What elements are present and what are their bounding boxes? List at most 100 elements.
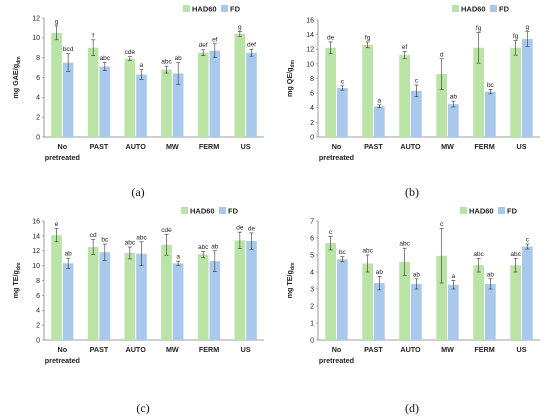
bar-had60-auto [124,252,136,340]
significance-label: ab [413,271,421,278]
y-tick-label: 8 [36,278,40,285]
significance-label: ab [65,251,73,258]
y-axis-label: mg QE/gdm [285,59,296,97]
x-tick-label: MW [166,142,179,151]
y-axis-label-main: mg GAE/g [11,64,20,99]
x-tick-label-line: No [58,345,68,354]
y-tick-label: 6 [310,91,314,98]
x-tick-label: FERM [474,142,494,151]
x-tick-label: No pretreated [319,345,354,365]
significance-label: abc [100,55,111,62]
x-tick-label-line: AUTO [126,142,147,151]
significance-label: e [55,221,59,228]
x-tick-label-line: No [332,345,342,354]
significance-label: f [92,32,94,39]
y-tick-label: 7 [310,218,314,225]
bar-fd-past [374,283,385,340]
bar-had60-mw [161,69,172,137]
legend-label-had60: HAD60 [190,207,215,216]
x-tick-label-line: MW [166,345,179,354]
bar-fd-auto [411,90,422,137]
legend-swatch-had60 [183,5,190,12]
y-tick-label: 0 [310,337,314,344]
significance-label: c [415,78,419,85]
legend-label-had60: HAD60 [469,207,494,216]
y-axis-label-subscript: dm [16,262,22,270]
significance-label: a [378,97,382,104]
significance-label: a [176,254,180,261]
significance-label: ef [402,44,408,51]
bar-fd-us [246,52,257,138]
y-tick-label: 6 [310,235,314,242]
significance-label: fg [365,34,371,41]
significance-label: bcd [63,46,74,53]
bar-fd-ferm [485,283,496,340]
x-tick-label: No pretreated [45,142,80,162]
bar-had60-auto [399,261,410,340]
significance-label: ab [211,243,219,250]
y-tick-label: 4 [36,95,40,102]
x-tick-label-line: FERM [199,345,219,354]
y-axis-label-subscript: dm [16,56,22,64]
significance-label: ab [487,271,495,278]
y-tick-label: 14 [306,32,314,39]
panel-caption: (c) [136,401,149,415]
bar-fd-no-pretreated [337,259,348,340]
legend-swatch-fd [498,207,505,214]
significance-label: cde [161,227,172,234]
bar-fd-auto [411,283,422,340]
bar-had60-no-pretreated [51,235,62,340]
bar-had60-auto [399,55,410,137]
legend-swatch-had60 [181,207,188,214]
bar-had60-mw [436,74,447,137]
bar-fd-no-pretreated [337,88,348,137]
bar-fd-past [374,106,385,137]
y-tick-label: 14 [32,233,40,240]
bar-fd-mw [448,104,459,137]
significance-label: abc [473,251,484,258]
legend-label-had60: HAD60 [192,5,217,14]
x-tick-label-line: pretreated [45,153,80,162]
significance-label: c [341,78,345,85]
x-tick-label-line: AUTO [400,345,421,354]
x-tick-label: FERM [199,345,219,354]
y-tick-label: 0 [36,337,40,344]
significance-label: a [140,62,144,69]
bar-fd-auto [136,253,147,340]
bar-had60-no-pretreated [51,32,62,137]
significance-label: ab [376,269,384,276]
y-tick-label: 1 [310,320,314,327]
y-tick-label: 2 [36,115,40,122]
y-tick-label: 0 [36,134,40,141]
bar-had60-past [87,247,99,340]
y-axis-label-subscript: dm [290,262,296,270]
legend-label-fd: FD [228,207,239,216]
y-axis-label-main: mg TE/g [285,270,294,298]
bar-fd-no-pretreated [62,62,74,137]
y-axis-label: mg TE/gdm [285,262,296,298]
x-tick-label: PAST [364,345,383,354]
significance-label: a [452,273,456,280]
bar-had60-us [234,33,246,137]
panel-caption: (b) [405,185,419,199]
significance-label: abc [510,251,521,258]
bar-had60-past [362,263,373,340]
bar-fd-ferm [209,50,221,137]
x-tick-label: US [517,142,527,151]
chart-panel-3: 0 2 4 6 8 10 12 14 16 mg TE/gdm e ab No pretreated cdb… [11,207,264,415]
bar-had60-us [510,265,521,340]
significance-label: ab [175,55,183,62]
significance-label: abc [399,241,410,248]
y-axis-label: mg TE/gdm [11,262,22,298]
bar-had60-no-pretreated [325,243,336,340]
bar-had60-mw [161,244,172,340]
bar-had60-ferm [473,265,484,340]
y-tick-label: 4 [310,269,314,276]
significance-label: ab [450,94,458,101]
bar-had60-mw [436,255,447,340]
y-tick-label: 6 [36,75,40,82]
significance-label: abc [362,248,373,255]
legend-swatch-fd [490,5,497,12]
y-tick-label: 8 [36,55,40,62]
y-tick-label: 2 [36,323,40,330]
